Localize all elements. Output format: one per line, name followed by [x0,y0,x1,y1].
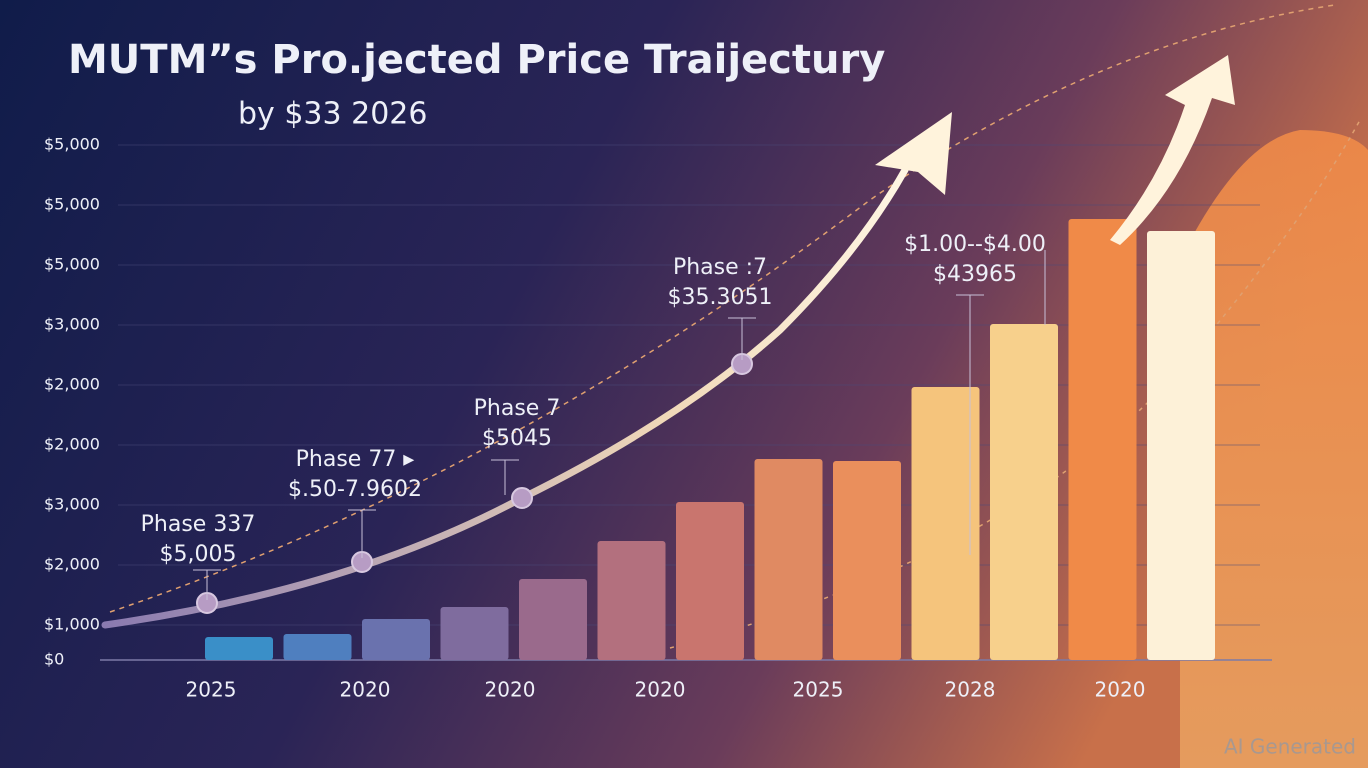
chart-title: MUTM”s Pro.jected Price Traijectury [68,37,885,83]
x-tick-label: 2025 [793,678,844,702]
y-tick-label: $5,000 [44,195,100,214]
annotation-text: $35.3051 [668,285,773,310]
y-tick-label: $5,000 [44,255,100,274]
y-tick-label: $5,000 [44,135,100,154]
bar [597,541,666,660]
bar [205,637,273,660]
y-tick-label: $0 [44,650,64,669]
bar [911,387,980,660]
bar [676,502,744,660]
annotation-text: Phase :7 [673,255,767,280]
x-tick-label: 2028 [945,678,996,702]
annotation-text: $.50-7.9602 [288,477,422,502]
dashed-curve [109,4,1336,613]
bar [1147,231,1215,660]
bar [833,461,901,660]
trend-curve [101,166,909,629]
x-tick-label: 2025 [186,678,237,702]
x-tick-label: 2020 [1095,678,1146,702]
y-tick-label: $2,000 [44,555,100,574]
annotation-text: $5045 [482,426,552,451]
chart-subtitle: by $33 2026 [238,97,427,132]
annotation-text: Phase 337 [141,512,256,537]
curve-point [511,487,533,509]
y-tick-label: $3,000 [44,495,100,514]
y-tick-label: $3,000 [44,315,100,334]
bar [1068,219,1137,660]
annotation-text: $43965 [933,262,1017,287]
bars [205,219,1215,660]
bar [283,634,352,660]
watermark: AI Generated [1224,735,1356,759]
y-tick-label: $2,000 [44,435,100,454]
background-shape [1180,130,1368,768]
x-tick-label: 2020 [485,678,536,702]
overlay: 2025 2020 2020 2020 2025 2028 2020 Phase 337 $5,… [141,232,1146,702]
annotation-text: Phase 77 ▸ [296,447,415,472]
bar [519,579,587,660]
y-tick-label: $2,000 [44,375,100,394]
bar [440,607,509,660]
arrow [1110,55,1235,245]
bar [990,324,1058,660]
x-tick-label: 2020 [340,678,391,702]
annotation-text: Phase 7 [474,396,561,421]
bar [362,619,430,660]
arrow-head [875,112,952,195]
x-tick-label: 2020 [635,678,686,702]
y-tick-label: $1,000 [44,615,100,634]
annotation-text: $5,005 [160,542,237,567]
annotation-text: $1.00--$4.00 [904,232,1046,257]
bar [754,459,823,660]
